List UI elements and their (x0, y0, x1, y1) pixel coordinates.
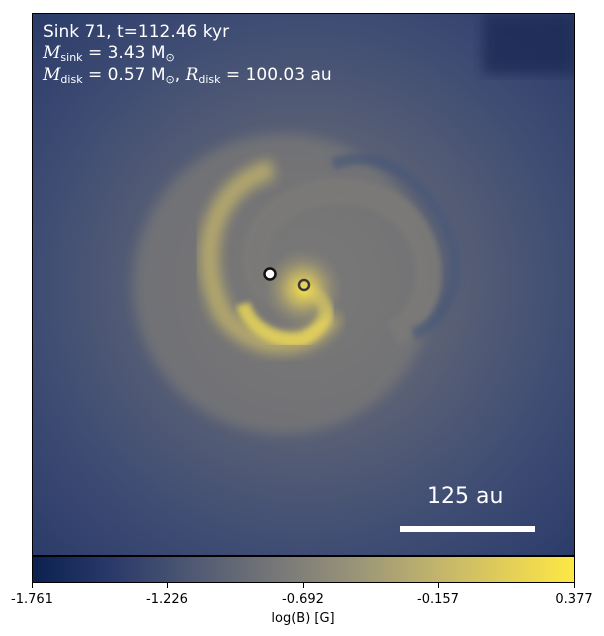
colorbar-tick-label: -1.226 (146, 592, 188, 607)
disk-line: Mdisk = 0.57 M⊙, Rdisk = 100.03 au (43, 65, 332, 86)
field-image (33, 14, 574, 555)
colorbar-tick (574, 583, 575, 588)
dark-corner (483, 14, 574, 74)
colorbar (32, 556, 575, 583)
disk-mass-subscript: disk (60, 73, 83, 86)
solar-symbol-2: ⊙ (165, 73, 175, 86)
sink-mass-symbol: M (43, 43, 61, 63)
colorbar-tick (303, 583, 304, 588)
sink-mass-subscript: sink (60, 51, 83, 64)
colorbar-tick-label: -0.157 (417, 592, 459, 607)
colorbar-tick-label: -1.761 (11, 592, 53, 607)
colorbar-tick (32, 583, 33, 588)
sink-primary-marker (263, 267, 277, 281)
sink-mass-line: Msink = 3.43 M⊙ (43, 43, 175, 68)
magnetic-field-map: Sink 71, t=112.46 kyr Msink = 3.43 M⊙ Md… (32, 13, 575, 556)
solar-symbol: ⊙ (165, 51, 175, 64)
scale-bar-label: 125 au (427, 484, 504, 509)
outer-spiral-arm (242, 178, 442, 346)
dark-filament (330, 152, 462, 340)
colorbar-label: log(B) [G] (271, 611, 335, 626)
disk-radius-symbol: R (185, 65, 199, 85)
disk-mass-symbol: M (43, 65, 61, 85)
scale-bar (400, 526, 535, 532)
sink-mass-value: = 3.43 M (82, 43, 166, 63)
sink-title: Sink 71, t=112.46 kyr (43, 22, 230, 42)
sink-secondary-marker (297, 278, 311, 292)
colorbar-tick-label: -0.692 (282, 592, 324, 607)
disk-radius-subscript: disk (198, 73, 221, 86)
disk-radius-value: = 100.03 au (220, 65, 332, 85)
disk-mass-value: = 0.57 M (82, 65, 166, 85)
colorbar-tick-label: 0.377 (555, 592, 593, 607)
colorbar-tick (167, 583, 168, 588)
colorbar-tick (438, 583, 439, 588)
